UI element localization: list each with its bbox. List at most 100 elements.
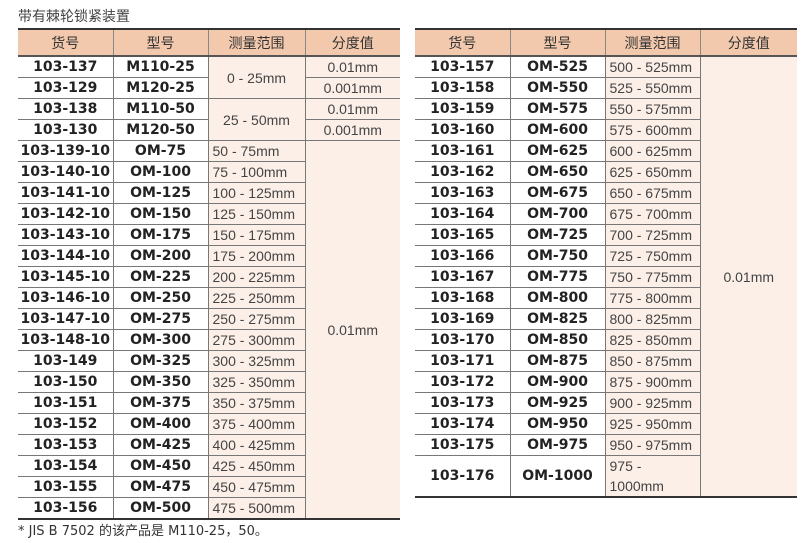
range-cell: 250 - 275mm	[207, 308, 305, 330]
item-no-cell: 103-138	[18, 98, 113, 120]
range-cell: 675 - 700mm	[604, 203, 700, 225]
model-cell: M120-25	[112, 77, 208, 99]
item-no-cell: 103-160	[415, 119, 510, 141]
table-row: 103-151 OM-375 350 - 375mm	[18, 392, 400, 414]
item-no-cell: 103-148-10	[18, 329, 113, 351]
model-cell: OM-900	[509, 371, 605, 393]
item-no-cell: 103-161	[415, 140, 510, 162]
table-row: 103-167 OM-775 750 - 775mm	[415, 266, 797, 288]
item-no-cell: 103-175	[415, 434, 510, 456]
model-cell: M110-50	[112, 98, 208, 120]
item-no-cell: 103-130	[18, 119, 113, 141]
table-row: 103-142-10 OM-150 125 - 150mm	[18, 203, 400, 225]
table-row: 103-144-10 OM-200 175 - 200mm	[18, 245, 400, 267]
model-cell: OM-950	[509, 413, 605, 435]
range-cell: 550 - 575mm	[604, 98, 700, 120]
model-cell: OM-75	[112, 140, 208, 162]
model-cell: OM-775	[509, 266, 605, 288]
table-row: 103-171 OM-875 850 - 875mm	[415, 350, 797, 372]
item-no-cell: 103-171	[415, 350, 510, 372]
item-no-cell: 103-162	[415, 161, 510, 183]
model-cell: OM-675	[509, 182, 605, 204]
model-cell: OM-875	[509, 350, 605, 372]
item-no-cell: 103-159	[415, 98, 510, 120]
item-no-cell: 103-170	[415, 329, 510, 351]
resolution-cell: 0.01mm	[699, 56, 797, 498]
range-cell: 75 - 100mm	[207, 161, 305, 183]
table-row: 103-164 OM-700 675 - 700mm	[415, 203, 797, 225]
model-cell: OM-250	[112, 287, 208, 309]
range-cell: 375 - 400mm	[207, 413, 305, 435]
table-row: 103-155 OM-475 450 - 475mm	[18, 476, 400, 498]
table-row: 103-159 OM-575 550 - 575mm	[415, 98, 797, 120]
range-cell: 850 - 875mm	[604, 350, 700, 372]
model-cell: OM-150	[112, 203, 208, 225]
item-no-cell: 103-165	[415, 224, 510, 246]
table-row: 103-141-10 OM-125 100 - 125mm	[18, 182, 400, 204]
table-row: 103-138 M110-50 25 - 50mm 0.01mm	[18, 98, 400, 141]
model-cell: OM-450	[112, 455, 208, 477]
table-row: 103-149 OM-325 300 - 325mm	[18, 350, 400, 372]
range-cell: 525 - 550mm	[604, 77, 700, 99]
table-row: 103-137 M110-25 0 - 25mm 0.01mm	[18, 56, 400, 99]
table-row: 103-158 OM-550 525 - 550mm	[415, 77, 797, 99]
model-cell: OM-925	[509, 392, 605, 414]
range-cell: 175 - 200mm	[207, 245, 305, 267]
range-cell: 150 - 175mm	[207, 224, 305, 246]
table-row: 103-170 OM-850 825 - 850mm	[415, 329, 797, 351]
table-row: 103-154 OM-450 425 - 450mm	[18, 455, 400, 477]
item-no-cell: 103-174	[415, 413, 510, 435]
item-no-cell: 103-163	[415, 182, 510, 204]
model-cell: OM-525	[509, 56, 605, 78]
item-no-cell: 103-149	[18, 350, 113, 372]
model-cell: M120-50	[112, 119, 208, 141]
table-row: 103-173 OM-925 900 - 925mm	[415, 392, 797, 414]
header-range: 测量范围	[207, 28, 305, 57]
model-cell: OM-625	[509, 140, 605, 162]
model-cell: OM-475	[112, 476, 208, 498]
item-no-cell: 103-153	[18, 434, 113, 456]
range-cell: 200 - 225mm	[207, 266, 305, 288]
table-row: 103-161 OM-625 600 - 625mm	[415, 140, 797, 162]
model-cell: OM-825	[509, 308, 605, 330]
range-cell: 950 - 975mm	[604, 434, 700, 456]
model-cell: OM-400	[112, 413, 208, 435]
model-cell: OM-225	[112, 266, 208, 288]
range-cell: 400 - 425mm	[207, 434, 305, 456]
item-no-cell: 103-156	[18, 497, 113, 520]
item-no-cell: 103-155	[18, 476, 113, 498]
table-row: 103-129 M120-25 0.001mm	[18, 77, 400, 99]
table-row: 103-166 OM-750 725 - 750mm	[415, 245, 797, 267]
range-cell: 25 - 50mm	[207, 98, 305, 141]
range-cell: 0 - 25mm	[207, 56, 305, 99]
range-cell: 225 - 250mm	[207, 287, 305, 309]
range-cell: 50 - 75mm	[207, 140, 305, 162]
table-row: 103-145-10 OM-225 200 - 225mm	[18, 266, 400, 288]
header-model: 型号	[509, 28, 605, 57]
table-row: 103-147-10 OM-275 250 - 275mm	[18, 308, 400, 330]
model-cell: OM-750	[509, 245, 605, 267]
table-row: 103-146-10 OM-250 225 - 250mm	[18, 287, 400, 309]
model-cell: OM-300	[112, 329, 208, 351]
table-row: 103-174 OM-950 925 - 950mm	[415, 413, 797, 435]
model-cell: OM-325	[112, 350, 208, 372]
table-row: 103-160 OM-600 575 - 600mm	[415, 119, 797, 141]
item-no-cell: 103-172	[415, 371, 510, 393]
spec-table-right: 货号 型号 测量范围 分度值 103-157 OM-525 500 - 525mm 0…	[415, 28, 797, 498]
model-cell: OM-725	[509, 224, 605, 246]
table-row: 103-130 M120-50 0.001mm	[18, 119, 400, 141]
range-cell: 325 - 350mm	[207, 371, 305, 393]
resolution-cell: 0.001mm	[304, 119, 400, 141]
item-no-cell: 103-173	[415, 392, 510, 414]
model-cell: OM-200	[112, 245, 208, 267]
range-cell: 300 - 325mm	[207, 350, 305, 372]
table-row: 103-140-10 OM-100 75 - 100mm	[18, 161, 400, 183]
header-item-no: 货号	[415, 28, 510, 57]
range-cell: 450 - 475mm	[207, 476, 305, 498]
model-cell: OM-275	[112, 308, 208, 330]
table-row: 103-156 OM-500 475 - 500mm	[18, 497, 400, 520]
table-row: 103-168 OM-800 775 - 800mm	[415, 287, 797, 309]
section-title: 带有棘轮锁紧装置	[18, 9, 130, 25]
table-row: 103-152 OM-400 375 - 400mm	[18, 413, 400, 435]
model-cell: OM-375	[112, 392, 208, 414]
